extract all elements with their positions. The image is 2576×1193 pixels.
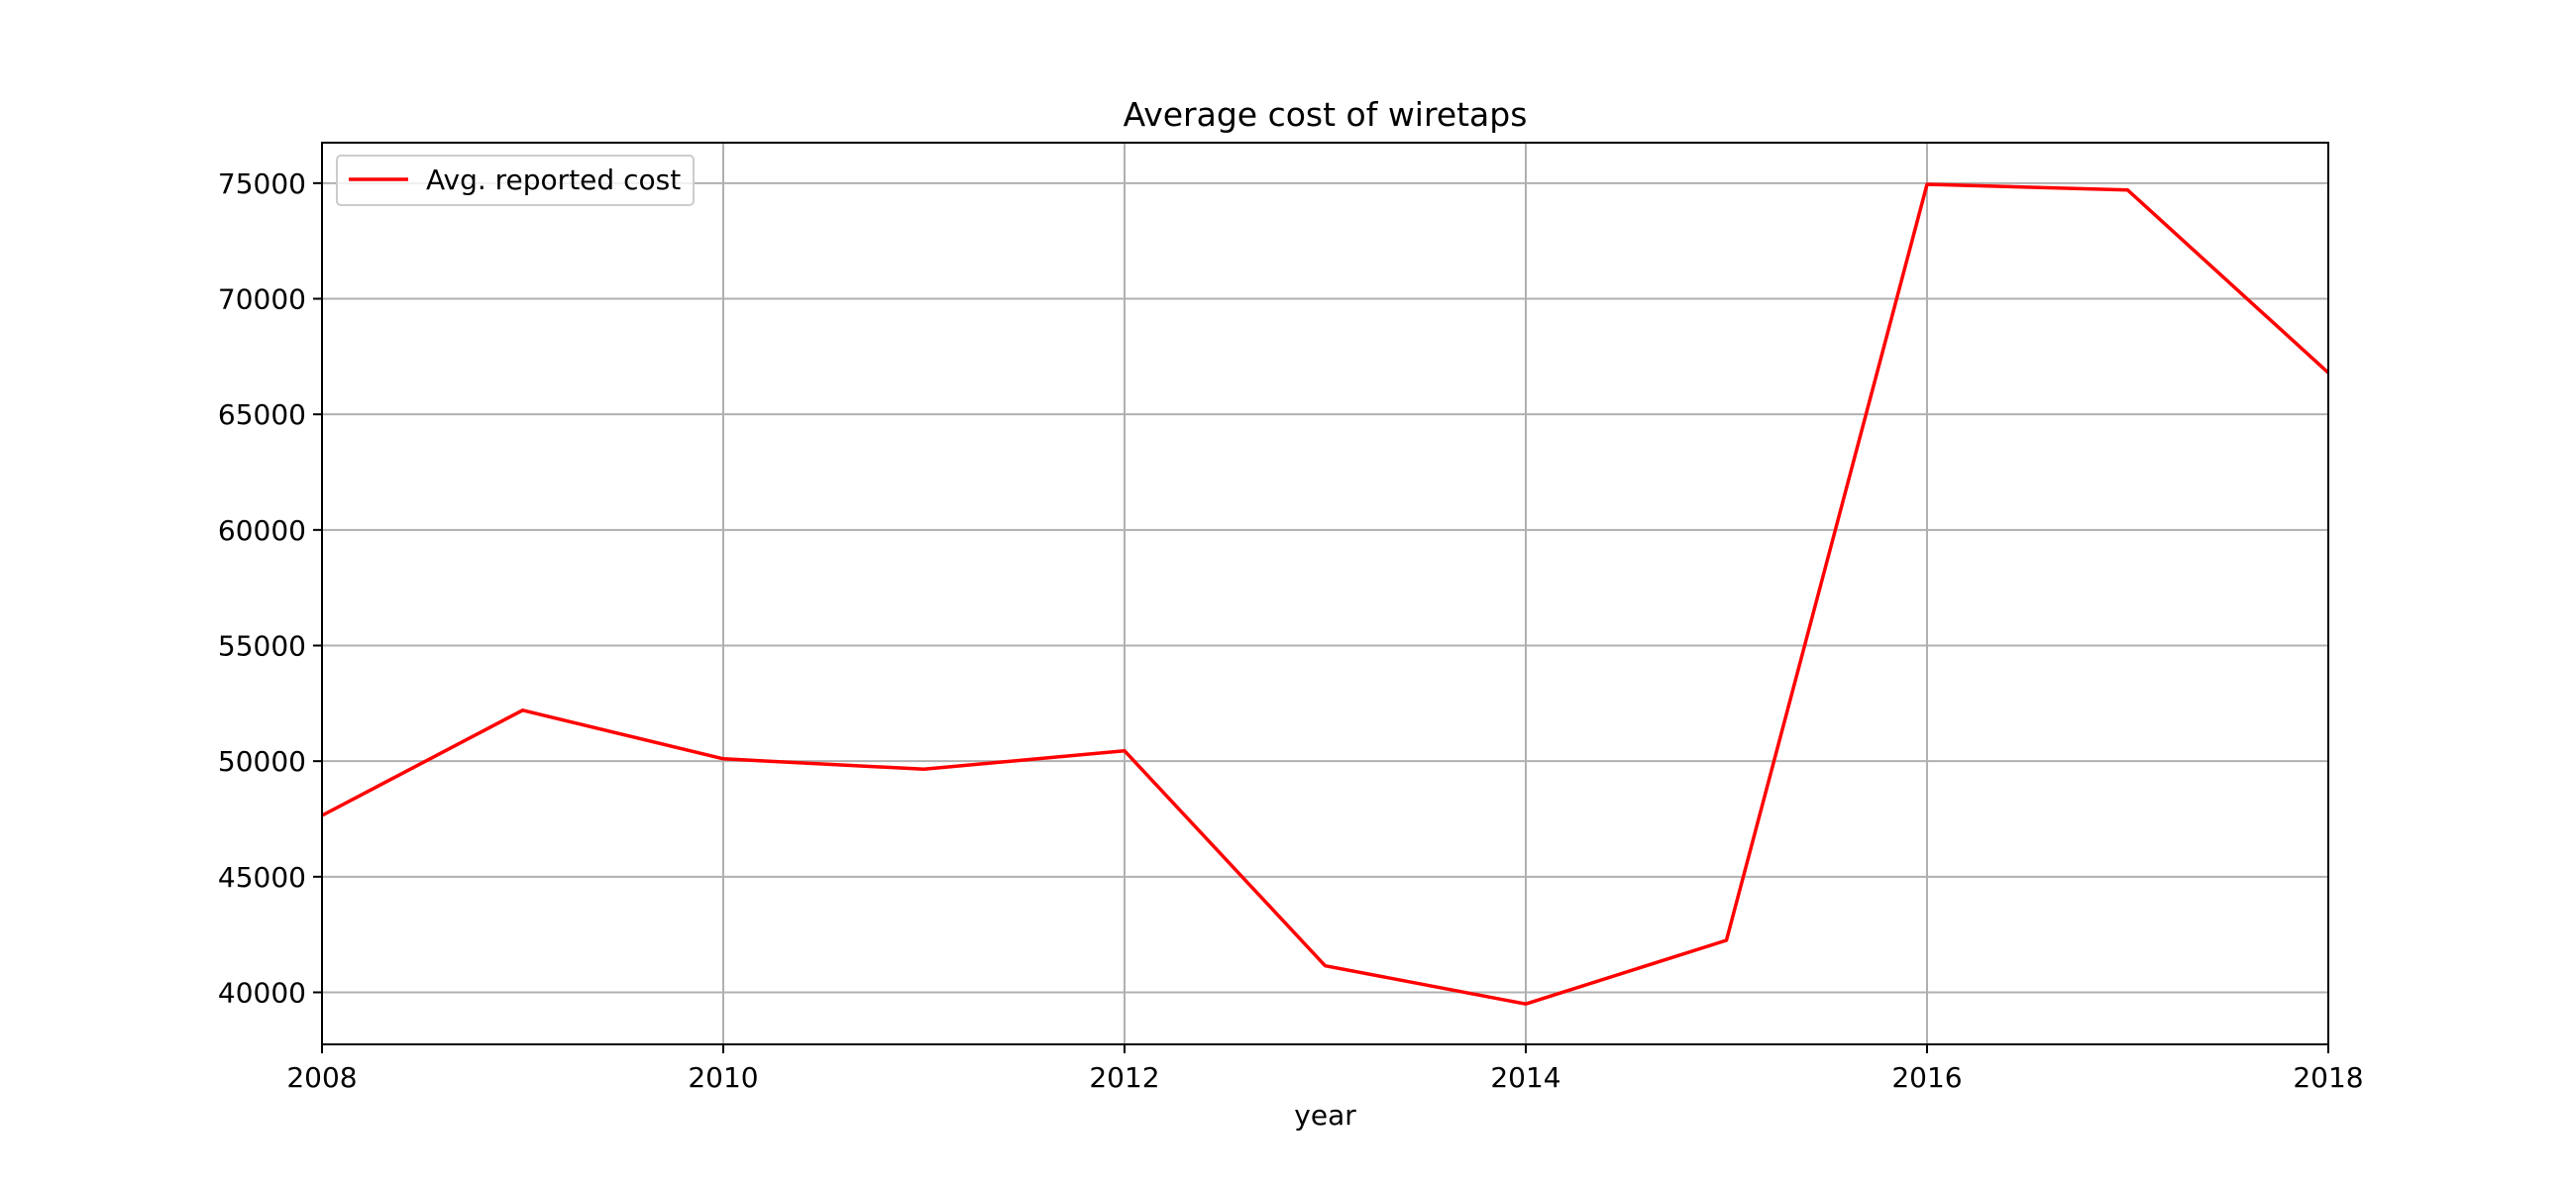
y-tick-label: 60000 bbox=[218, 514, 306, 547]
x-axis-label: year bbox=[1294, 1099, 1356, 1132]
y-tick-label: 75000 bbox=[218, 167, 306, 200]
y-tick-label: 55000 bbox=[218, 630, 306, 663]
x-tick-label: 2014 bbox=[1490, 1061, 1560, 1094]
y-tick-label: 50000 bbox=[218, 745, 306, 778]
x-tick-label: 2012 bbox=[1089, 1061, 1159, 1094]
legend-label-avg-reported-cost: Avg. reported cost bbox=[426, 163, 681, 196]
y-tick-label: 70000 bbox=[218, 283, 306, 316]
legend: Avg. reported cost bbox=[337, 156, 694, 205]
x-tick-label: 2008 bbox=[286, 1061, 357, 1094]
x-tick-label: 2010 bbox=[688, 1061, 758, 1094]
y-tick-label: 40000 bbox=[218, 977, 306, 1010]
x-axis: 2008 2010 2012 2014 2016 2018 bbox=[286, 1044, 2363, 1094]
grid-lines bbox=[322, 143, 2328, 1044]
x-tick-label: 2018 bbox=[2293, 1061, 2363, 1094]
y-axis: 40000 45000 50000 55000 60000 65000 70000 75000 bbox=[218, 167, 322, 1010]
y-tick-label: 45000 bbox=[218, 861, 306, 894]
chart-title: Average cost of wiretaps bbox=[1124, 95, 1528, 134]
x-tick-label: 2016 bbox=[1891, 1061, 1962, 1094]
series-line-avg-reported-cost bbox=[322, 184, 2328, 1004]
y-tick-label: 65000 bbox=[218, 398, 306, 431]
plot-frame bbox=[322, 143, 2328, 1044]
series-layer bbox=[322, 184, 2328, 1004]
